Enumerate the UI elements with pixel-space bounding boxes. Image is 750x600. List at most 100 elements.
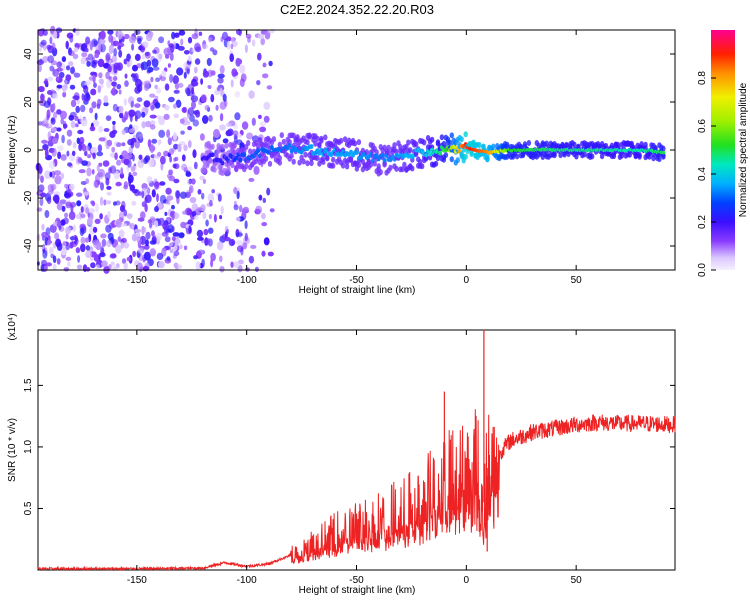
spectrogram-noise-cell [236, 240, 244, 246]
spectrogram-noise-cell [113, 76, 118, 81]
spectrogram-noise-cell [240, 73, 247, 83]
spectrogram-noise-cell [90, 88, 97, 96]
spectrogram-noise-cell [134, 53, 141, 62]
spectrogram-ridge-halo [637, 153, 642, 160]
spectrogram-noise-cell [55, 76, 60, 81]
spectrogram-noise-cell [193, 81, 199, 87]
spectrogram-noise-cell [108, 264, 112, 270]
spectrogram-ridge-halo [615, 141, 621, 148]
spectrogram-noise-cell [159, 194, 167, 204]
spectrogram-noise-cell [52, 69, 60, 77]
spectrogram-noise-cell [141, 201, 147, 208]
spectrogram-noise-cell [93, 82, 97, 88]
snr-series-line [37, 409, 676, 572]
spectrogram-noise-cell [53, 111, 58, 119]
spectrogram-noise-cell [143, 226, 147, 233]
spectrogram-noise-cell [133, 189, 140, 197]
spectrogram-noise-cell [106, 139, 113, 147]
spectrogram-noise-cell [123, 158, 130, 166]
spectrogram-noise-cell [96, 98, 102, 107]
spectrogram-ridge-halo [447, 139, 453, 146]
spectrogram-noise-cell [86, 60, 91, 67]
spectrogram-noise-cell [124, 80, 129, 87]
spectrogram-ridge-halo [657, 156, 662, 163]
spectrogram-noise-cell [120, 167, 124, 176]
spectrogram-noise-cell [198, 31, 203, 36]
spectrogram-noise-cell [123, 98, 128, 106]
spectrogram-noise-cell [253, 165, 260, 175]
spectrogram-noise-cell [65, 201, 72, 209]
spectrogram-ridge-halo [449, 156, 454, 163]
spectrogram-noise-cell [187, 179, 192, 185]
spectrogram-noise-cell [40, 192, 47, 198]
spectrogram-noise-cell [65, 233, 69, 240]
spectrogram-ridge-halo [404, 143, 409, 150]
spectrogram-noise-cell [112, 54, 117, 63]
spectrogram-noise-cell [131, 200, 137, 206]
spectrogram-noise-cell [134, 29, 141, 35]
spectrogram-ridge-cell [380, 153, 385, 159]
spectrogram-ridge-halo [400, 166, 405, 173]
spectrogram-noise-cell [236, 232, 243, 237]
spectrogram-noise-cell [85, 250, 92, 259]
spectrogram-noise-cell [124, 73, 128, 79]
spectrogram-noise-cell [66, 150, 70, 157]
spectrogram-noise-cell [234, 71, 239, 76]
spectrogram-ridge-halo [558, 152, 563, 159]
spectrogram-noise-cell [149, 93, 156, 98]
spectrogram-noise-cell [65, 244, 70, 251]
spectrogram-noise-cell [47, 190, 54, 195]
spectrogram-noise-cell [148, 158, 155, 168]
spectrogram-noise-cell [263, 237, 270, 246]
spectrogram-noise-cell [42, 29, 48, 36]
spectrogram-noise-cell [75, 27, 80, 36]
spectrogram-noise-cell [94, 53, 99, 59]
spectrogram-noise-cell [248, 90, 255, 99]
spectrogram-noise-cell [60, 172, 65, 180]
spectrogram-noise-cell [115, 218, 123, 228]
spectrogram-noise-cell [195, 46, 202, 53]
spectrogram-noise-cell [165, 245, 171, 251]
spectrogram-noise-cell [115, 181, 122, 187]
spectrogram-ridge-halo [420, 163, 425, 170]
x-tick-label: 0 [464, 575, 470, 586]
snr-y-ticks: 0.5 1.0 1.5 [23, 378, 675, 515]
spectrogram-noise-cell [170, 44, 175, 54]
spectrogram-ridge-halo [433, 160, 439, 167]
spectrogram-noise-cell [69, 35, 74, 43]
spectrogram-noise-cell [151, 138, 158, 144]
spectrogram-noise-cell [80, 181, 87, 185]
spectrogram-noise-cell [57, 151, 62, 160]
spectrogram-noise-cell [103, 102, 109, 107]
spectrogram-ridge-halo [315, 155, 320, 162]
spectrogram-noise-cell [151, 230, 155, 237]
spectrogram-noise-cell [49, 65, 54, 72]
spectrogram-ridge-halo [259, 141, 265, 148]
spectrogram-noise-cell [121, 200, 126, 210]
spectrogram-noise-cell [69, 111, 77, 118]
spectrogram-noise-cell [236, 58, 243, 65]
spectrogram-noise-cell [141, 53, 146, 60]
y-tick-label: 1.5 [23, 378, 34, 392]
spectrogram-noise-cell [67, 162, 73, 167]
spectrogram-noise-cell [183, 245, 188, 251]
spectrogram-noise-cell [39, 197, 44, 207]
spectrogram-noise-cell [116, 142, 122, 148]
spectrogram-ridge-cell [354, 150, 359, 155]
spectrogram-ridge-halo [402, 161, 407, 168]
spectrogram-noise-cell [154, 102, 161, 109]
spectrogram-ridge-halo [319, 137, 324, 144]
spectrogram-ridge-halo [279, 132, 284, 139]
spectrogram-noise-cell [52, 255, 57, 264]
spectrogram-noise-cell [98, 38, 106, 45]
spectrogram-noise-cell [258, 194, 263, 201]
spectrogram-noise-cell [202, 178, 206, 184]
spectrogram-noise-cell [123, 33, 130, 40]
spectrogram-noise-cell [263, 115, 270, 123]
spectrogram-noise-cell [105, 200, 112, 205]
spectrogram-noise-cell [65, 74, 72, 82]
spectrogram-ridge-halo [230, 162, 235, 169]
spectrogram-ridge-halo [331, 162, 336, 169]
spectrogram-noise-cell [147, 219, 153, 224]
spectrogram-noise-cell [200, 94, 207, 103]
